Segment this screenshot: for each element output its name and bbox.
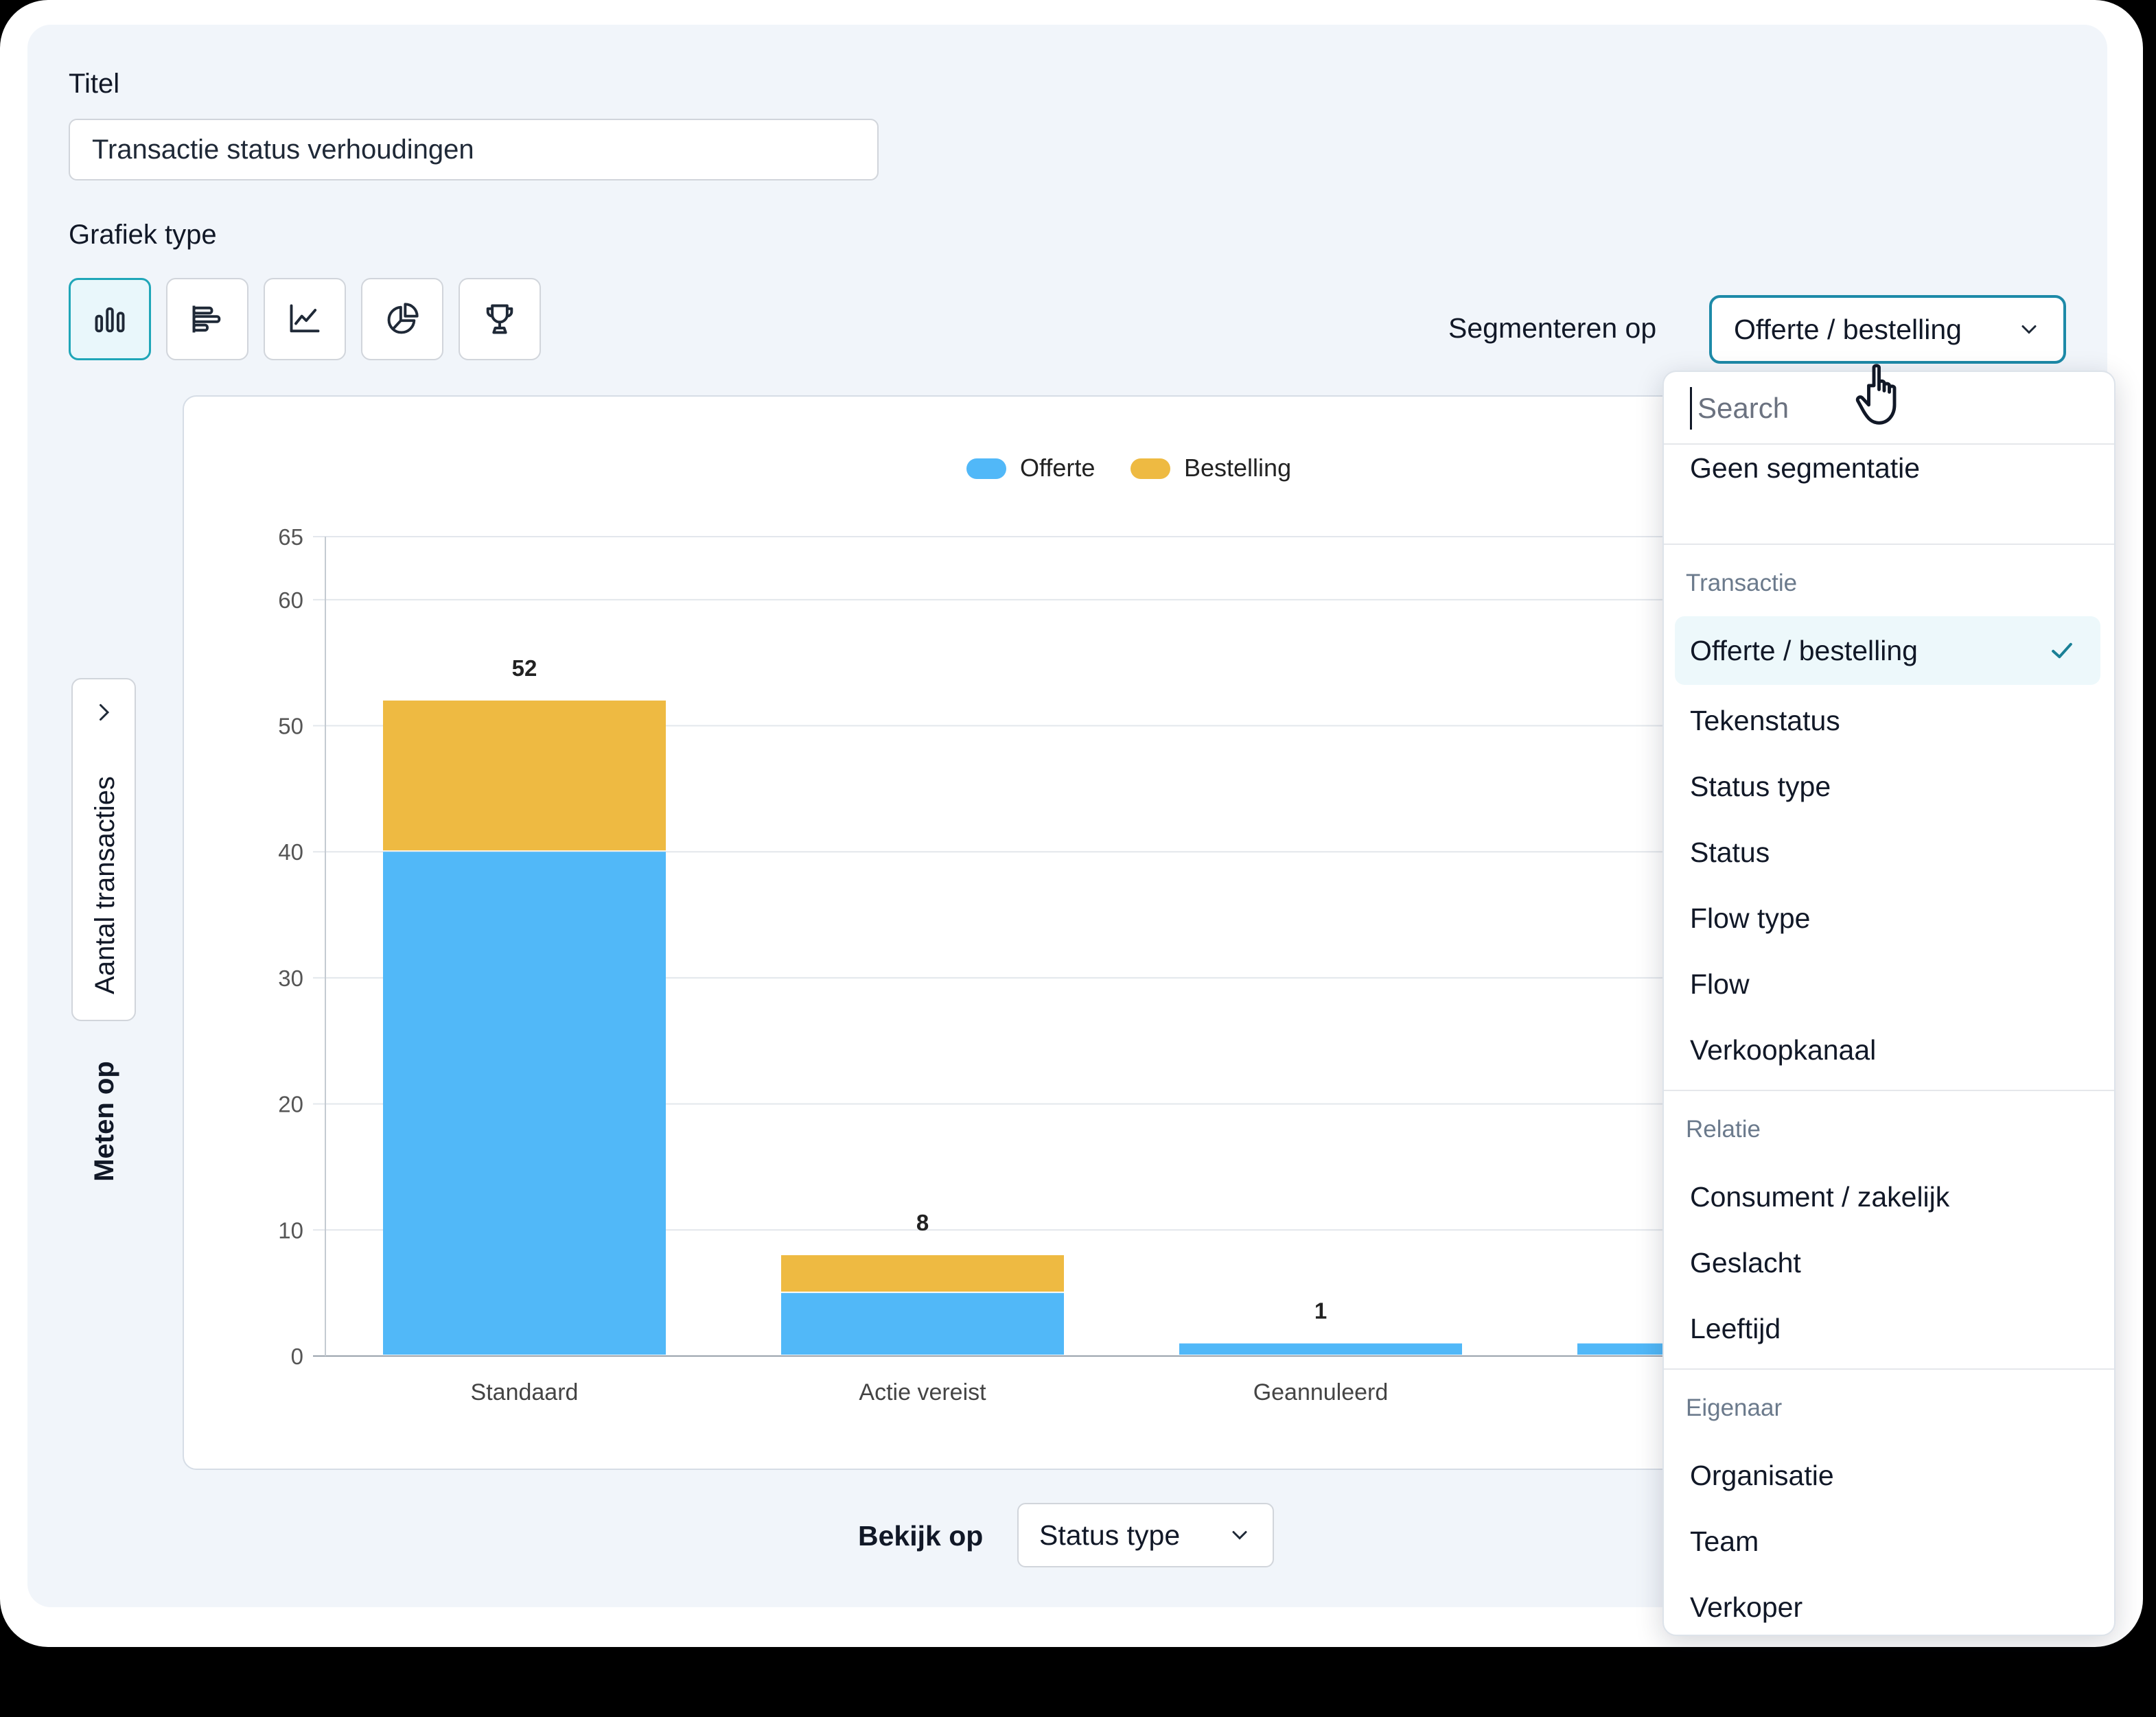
x-tick-label: Actie vereist bbox=[859, 1379, 986, 1405]
y-tick-label: 20 bbox=[278, 1092, 303, 1117]
x-tick-label: Geannuleerd bbox=[1253, 1379, 1389, 1405]
segment-select[interactable]: Offerte / bestelling bbox=[1709, 295, 2066, 364]
dropdown-option-label: Geslacht bbox=[1690, 1246, 1801, 1278]
line-chart-icon bbox=[290, 304, 320, 333]
dropdown-option-label: Leeftijd bbox=[1690, 1312, 1781, 1344]
chart-type-trophy-button[interactable] bbox=[459, 278, 541, 360]
dropdown-option[interactable]: Leeftijd bbox=[1675, 1294, 2100, 1363]
pie-chart-icon bbox=[387, 303, 419, 334]
dropdown-option[interactable]: Tekenstatus bbox=[1675, 686, 2100, 755]
dropdown-option-label: Tekenstatus bbox=[1690, 704, 1840, 736]
chart-type-pie-button[interactable] bbox=[361, 278, 443, 360]
dropdown-group-label: Relatie bbox=[1686, 1116, 1761, 1143]
data-label: 1 bbox=[1314, 1298, 1327, 1324]
dropdown-option-label: Offerte / bestelling bbox=[1690, 634, 1918, 666]
dropdown-option[interactable]: Organisatie bbox=[1675, 1441, 2100, 1510]
data-label: 52 bbox=[512, 655, 537, 681]
view-select-value: Status type bbox=[1039, 1519, 1181, 1551]
chart-type-label: Grafiek type bbox=[69, 220, 217, 250]
data-label: 8 bbox=[916, 1210, 929, 1235]
measure-select-value: Aantal transacties bbox=[90, 776, 120, 994]
legend-swatch bbox=[966, 458, 1006, 479]
segment-dropdown: Geen segmentatie Transactie Offerte / best… bbox=[1662, 371, 2116, 1636]
legend-label: Bestelling bbox=[1184, 454, 1291, 482]
chart-card: 0 10 20 30 40 50 60 65 52 Standaard 8 Actie vereist… bbox=[183, 395, 1941, 1470]
segment-label: Segmenteren op bbox=[1448, 312, 1657, 344]
dropdown-option[interactable]: Verkoopkanaal bbox=[1675, 1016, 2100, 1084]
x-tick-label: Standaard bbox=[471, 1379, 579, 1405]
dropdown-option-label: Verkoper bbox=[1690, 1591, 1803, 1623]
y-tick-label: 30 bbox=[278, 966, 303, 991]
dropdown-option-label: Flow type bbox=[1690, 902, 1811, 934]
dropdown-option-label: Flow bbox=[1690, 968, 1750, 1000]
dropdown-separator bbox=[1664, 544, 2114, 545]
dropdown-separator bbox=[1664, 1368, 2114, 1370]
dropdown-option[interactable]: Status type bbox=[1675, 752, 2100, 821]
title-input-value: Transactie status verhoudingen bbox=[92, 134, 474, 165]
trophy-icon bbox=[486, 304, 513, 334]
dropdown-option[interactable]: Team bbox=[1675, 1507, 2100, 1576]
dropdown-option[interactable]: Flow bbox=[1675, 950, 2100, 1018]
title-input[interactable]: Transactie status verhoudingen bbox=[69, 119, 879, 180]
measure-label: Meten op bbox=[89, 1061, 119, 1182]
option-geen-segmentatie[interactable]: Geen segmentatie bbox=[1675, 434, 2100, 502]
legend-label: Offerte bbox=[1020, 454, 1095, 482]
chevron-down-icon bbox=[2021, 325, 2037, 334]
y-tick-label: 50 bbox=[278, 714, 303, 739]
bar-segment bbox=[1179, 1343, 1462, 1355]
chevron-down-icon bbox=[1232, 1531, 1247, 1540]
dropdown-group-label: Eigenaar bbox=[1686, 1394, 1783, 1421]
dropdown-separator bbox=[1664, 1090, 2114, 1091]
dropdown-option-label: Status type bbox=[1690, 770, 1831, 802]
bar-segment bbox=[781, 1293, 1064, 1355]
option-geen-segmentatie-label: Geen segmentatie bbox=[1690, 452, 1921, 484]
bar-segment bbox=[781, 1255, 1064, 1292]
chart-type-bar-button[interactable] bbox=[69, 278, 151, 360]
bar-segment bbox=[383, 700, 666, 851]
dropdown-option-label: Consument / zakelijk bbox=[1690, 1180, 1950, 1213]
legend-swatch bbox=[1131, 458, 1170, 479]
dropdown-option-label: Verkoopkanaal bbox=[1690, 1033, 1877, 1066]
y-tick-label: 60 bbox=[278, 587, 303, 613]
y-tick-label: 40 bbox=[278, 839, 303, 865]
y-tick-label: 65 bbox=[278, 524, 303, 550]
bar-chart: 0 10 20 30 40 50 60 65 52 Standaard 8 Actie vereist… bbox=[278, 454, 1941, 1405]
horizontal-bar-icon bbox=[192, 305, 221, 333]
segment-select-value: Offerte / bestelling bbox=[1734, 313, 1962, 345]
bar-chart-icon bbox=[95, 307, 125, 333]
chart-type-horizontal-bar-button[interactable] bbox=[166, 278, 248, 360]
y-tick-label: 10 bbox=[278, 1217, 303, 1243]
dropdown-option-label: Organisatie bbox=[1690, 1459, 1834, 1491]
pointer-hand-icon bbox=[1855, 364, 1897, 425]
dropdown-option[interactable]: Geslacht bbox=[1675, 1228, 2100, 1297]
dropdown-option-label: Team bbox=[1690, 1525, 1759, 1557]
chevron-right-icon bbox=[100, 704, 110, 721]
view-select[interactable]: Status type bbox=[1017, 1503, 1274, 1567]
measure-select[interactable]: Aantal transacties bbox=[71, 678, 136, 1021]
dropdown-option-label: Status bbox=[1690, 836, 1770, 868]
dropdown-option[interactable]: Offerte / bestelling bbox=[1675, 616, 2100, 685]
chart-type-line-button[interactable] bbox=[264, 278, 346, 360]
view-label: Bekijk op bbox=[858, 1520, 984, 1552]
dropdown-option[interactable]: Status bbox=[1675, 818, 2100, 887]
dropdown-option[interactable]: Flow type bbox=[1675, 884, 2100, 953]
y-tick-label: 0 bbox=[291, 1344, 303, 1369]
dropdown-option[interactable]: Consument / zakelijk bbox=[1675, 1163, 2100, 1231]
dropdown-option[interactable]: Verkoper bbox=[1675, 1573, 2100, 1635]
bar-segment bbox=[383, 852, 666, 1355]
check-icon bbox=[2052, 642, 2072, 659]
dropdown-group-label: Transactie bbox=[1686, 570, 1798, 596]
title-label: Titel bbox=[69, 69, 120, 99]
